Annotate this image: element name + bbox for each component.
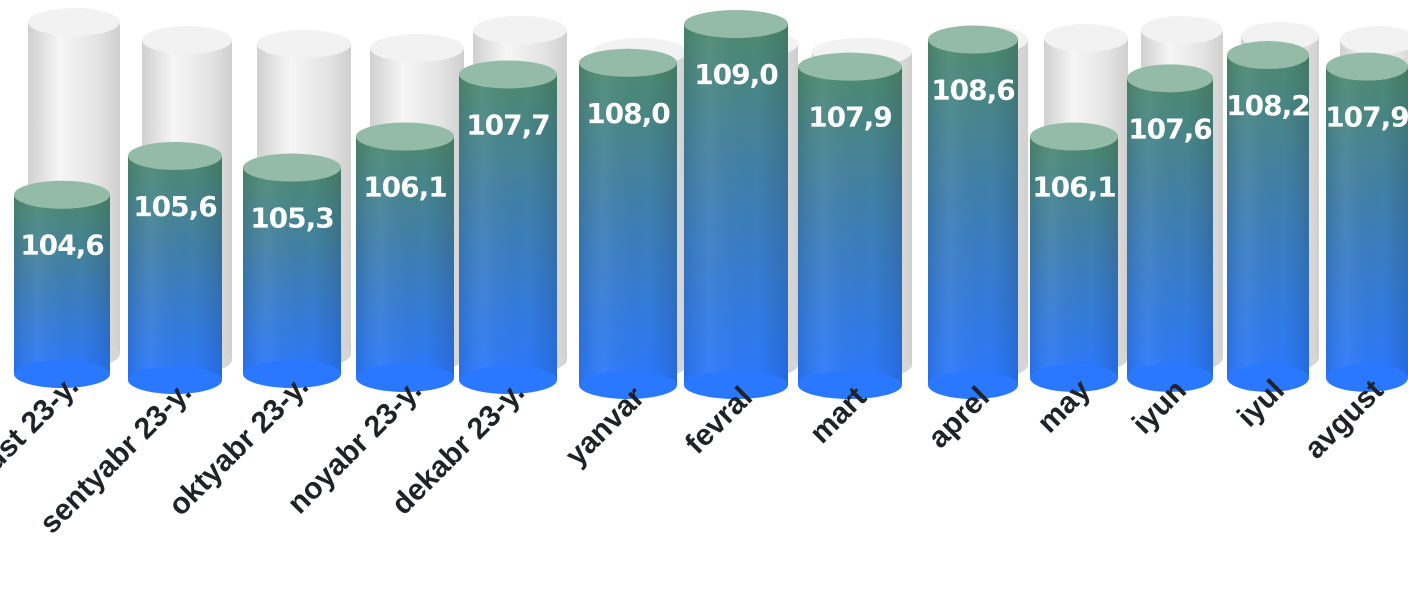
data-label: 108,6 [931,74,1015,107]
bar [928,25,1018,399]
bar [1127,64,1213,392]
data-label: 106,1 [1032,171,1116,204]
data-label: 107,7 [466,108,550,141]
data-label: 106,1 [363,171,447,204]
data-label: 109,0 [694,58,778,91]
bar [684,10,788,399]
bar [798,52,902,399]
data-label: 108,2 [1226,89,1310,122]
bar [1030,122,1118,392]
bar [128,141,222,394]
data-label: 105,3 [250,202,334,235]
data-label: 104,6 [20,229,104,262]
data-label: 107,6 [1128,112,1212,145]
bar [14,180,110,388]
bar [1326,52,1408,392]
data-label: 105,6 [133,190,217,223]
bar [459,60,557,394]
bar [579,48,677,399]
bar [243,153,341,388]
data-label: 107,9 [808,101,892,134]
bar [1227,41,1309,392]
bar [356,122,454,392]
data-label: 107,9 [1325,101,1408,134]
data-label: 108,0 [586,97,670,130]
